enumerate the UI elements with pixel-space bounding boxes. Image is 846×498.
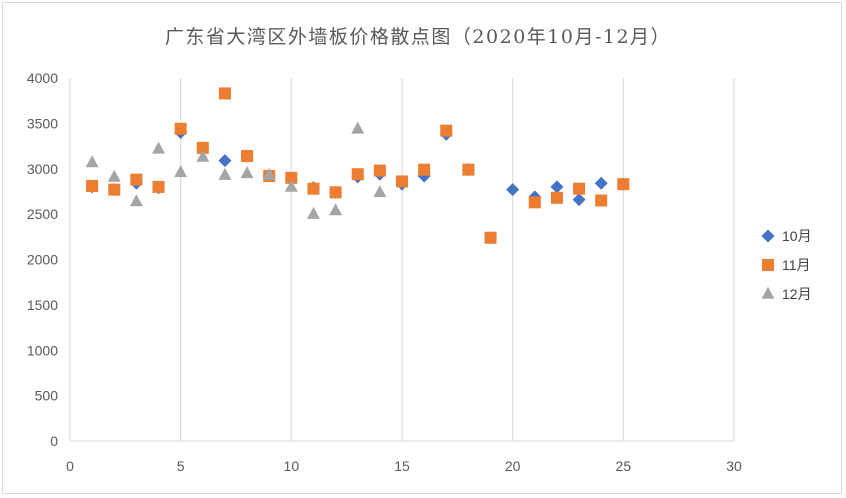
point-square-series-2	[484, 231, 497, 244]
y-tick-label: 0	[50, 433, 58, 449]
point-triangle-series-3	[306, 206, 320, 219]
point-triangle-series-3	[107, 169, 121, 182]
point-square-series-2	[550, 191, 563, 204]
point-square-series-2	[307, 182, 320, 195]
point-square-series-2	[396, 175, 408, 188]
point-square-series-2	[595, 194, 608, 207]
legend-label: 11月	[782, 257, 811, 273]
point-square-series-2	[218, 87, 231, 100]
legend-label: 12月	[782, 286, 812, 302]
y-tick-label: 1500	[27, 297, 58, 313]
point-triangle-series-3	[174, 165, 188, 178]
point-square-series-2	[418, 163, 431, 176]
point-square-series-2	[130, 173, 143, 186]
point-square-series-2	[351, 168, 364, 181]
point-square-series-2	[373, 164, 386, 177]
point-square-series-2	[440, 124, 453, 137]
y-tick-label: 1000	[27, 342, 58, 358]
point-square-series-2	[196, 141, 209, 154]
x-tick-label: 25	[616, 458, 632, 474]
point-triangle-series-3	[329, 203, 343, 216]
point-triangle-series-3	[196, 149, 210, 162]
x-tick-label: 15	[394, 458, 410, 474]
y-tick-labels: 0 500 1000 1500 2000 2500 3000 3500 4000	[27, 70, 58, 449]
axes	[69, 78, 734, 442]
point-square-series-2	[241, 150, 254, 163]
point-square-series-2	[573, 182, 586, 195]
point-square-series-2	[174, 122, 187, 135]
point-triangle-series-3	[351, 121, 365, 134]
point-diamond-series-1	[506, 183, 520, 197]
x-tick-label: 0	[66, 458, 74, 474]
point-triangle-series-3	[262, 167, 276, 180]
point-triangle-series-3	[85, 155, 99, 168]
point-square-series-2	[617, 178, 630, 191]
point-triangle-series-3	[218, 167, 232, 180]
y-tick-label: 3500	[27, 115, 58, 131]
point-square-series-2	[462, 163, 475, 176]
x-tick-label: 20	[505, 458, 521, 474]
chart-title: 广东省大湾区外墙板价格散点图（2020年10月-12月）	[165, 26, 671, 48]
point-square-series-2	[152, 180, 165, 193]
point-square-series-2	[285, 171, 298, 184]
vertical-gridlines	[180, 78, 735, 441]
x-tick-label: 5	[177, 458, 185, 474]
point-diamond-series-1	[218, 154, 232, 168]
point-triangle-series-3	[240, 166, 254, 179]
point-diamond-series-1	[594, 176, 608, 190]
data-points	[85, 87, 630, 245]
point-triangle-series-3	[373, 185, 387, 198]
point-triangle-series-3	[152, 141, 166, 154]
x-tick-labels: 0 5 10 15 20 25 30	[66, 458, 742, 474]
x-tick-label: 10	[284, 458, 300, 474]
legend-square-icon	[762, 259, 774, 271]
y-tick-label: 2500	[27, 206, 58, 222]
y-tick-label: 500	[35, 388, 59, 404]
point-diamond-series-1	[550, 180, 564, 194]
x-tick-label: 30	[726, 458, 742, 474]
legend: 10月 11月 12月	[761, 228, 812, 302]
legend-label: 10月	[782, 228, 812, 244]
y-tick-label: 4000	[27, 70, 58, 86]
point-square-series-2	[528, 196, 541, 209]
y-tick-label: 3000	[27, 161, 58, 177]
point-square-series-2	[329, 186, 342, 199]
point-square-series-2	[108, 183, 121, 196]
point-triangle-series-3	[284, 179, 298, 192]
y-tick-label: 2000	[27, 252, 58, 268]
point-triangle-series-3	[129, 194, 143, 207]
point-square-series-2	[86, 179, 99, 192]
legend-diamond-icon	[761, 229, 775, 243]
legend-triangle-icon	[761, 286, 775, 299]
point-diamond-series-1	[572, 193, 586, 207]
